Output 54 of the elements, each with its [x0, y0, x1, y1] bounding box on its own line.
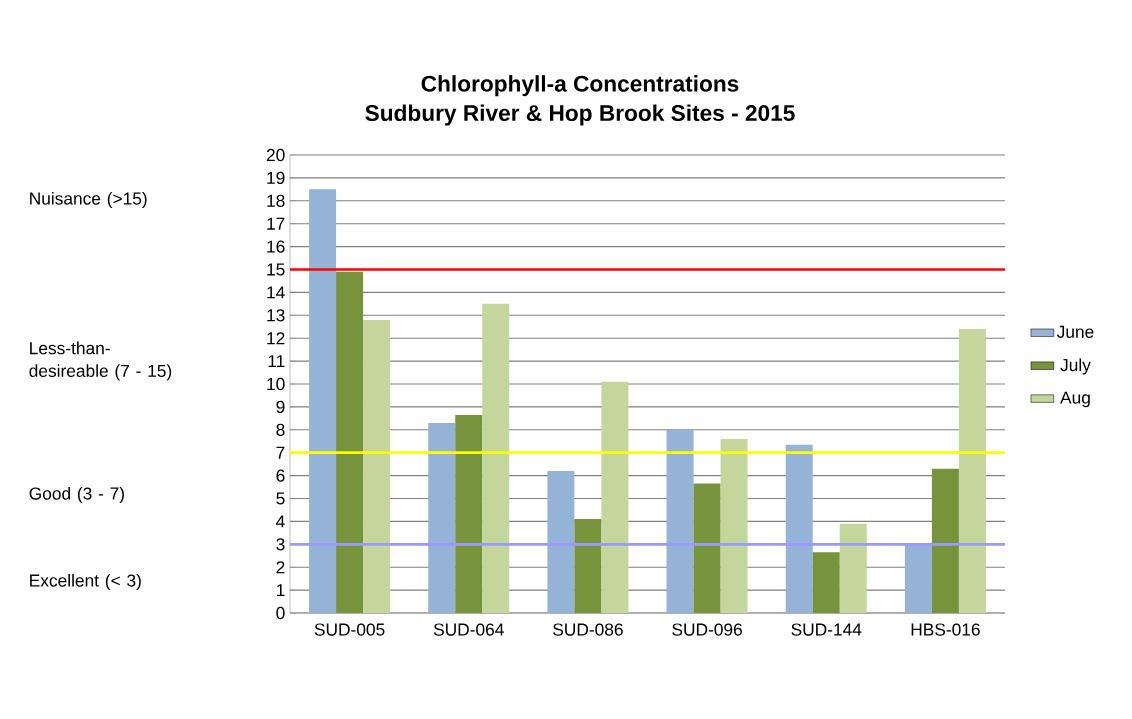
bar — [547, 471, 575, 613]
y-tick-label: 17 — [267, 217, 285, 230]
y-tick-label: 16 — [267, 240, 285, 253]
text: Nuisance (>15) — [30, 191, 147, 209]
y-tick-label: 1 — [276, 584, 285, 597]
y-tick-label: 2 — [276, 561, 285, 574]
bar — [931, 468, 959, 613]
y-tick-label: 5 — [276, 492, 285, 505]
legend-label: July — [1060, 358, 1091, 375]
y-tick-label: 10 — [267, 377, 285, 391]
bar — [309, 189, 337, 613]
legend-label: Aug — [1060, 391, 1090, 408]
bar — [785, 444, 813, 613]
bar — [904, 543, 932, 613]
bar — [455, 414, 483, 613]
text: Excellent (< 3) — [30, 573, 141, 591]
text: Good (3 - 7) — [29, 486, 124, 504]
y-tick-label: 18 — [267, 194, 285, 207]
bar — [574, 519, 602, 613]
y-tick-label: 3 — [276, 538, 285, 551]
x-tick-label: SUD-064 — [433, 623, 504, 636]
x-tick-label: SUD-086 — [553, 623, 623, 636]
y-tick-label: 0 — [276, 606, 285, 620]
y-tick-label: 11 — [268, 355, 285, 368]
chart-title: Chlorophyll-a Concentrations — [421, 75, 739, 97]
x-tick-label: SUD-144 — [791, 623, 862, 636]
bar — [601, 381, 629, 613]
bar — [482, 303, 510, 613]
x-tick-label: HBS-016 — [911, 623, 980, 636]
x-tick-label: SUD-096 — [672, 623, 742, 636]
legend-label: June — [1056, 325, 1094, 338]
y-tick-label: 15 — [267, 263, 285, 276]
y-tick-label: 14 — [267, 286, 285, 299]
bar — [363, 319, 391, 613]
bar — [720, 438, 748, 613]
bar — [336, 271, 364, 613]
y-tick-label: 19 — [267, 171, 285, 185]
y-tick-label: 13 — [267, 309, 285, 322]
y-tick-label: 7 — [276, 446, 285, 459]
text: Less-than-desireable (7 - 15) — [29, 341, 172, 381]
bar — [693, 483, 721, 613]
bar — [958, 329, 986, 613]
bar — [839, 523, 867, 613]
bar — [666, 429, 694, 613]
y-tick-label: 6 — [276, 469, 285, 482]
y-tick-label: 20 — [266, 148, 285, 162]
y-tick-label: 8 — [276, 423, 285, 436]
y-tick-label: 9 — [276, 400, 285, 414]
y-tick-label: 4 — [276, 515, 285, 528]
x-tick-label: SUD-005 — [314, 623, 385, 636]
y-tick-label: 12 — [267, 332, 285, 345]
bar — [812, 552, 840, 613]
bar — [428, 422, 456, 613]
chart-subtitle: Sudbury River & Hop Brook Sites - 2015 — [365, 104, 795, 126]
